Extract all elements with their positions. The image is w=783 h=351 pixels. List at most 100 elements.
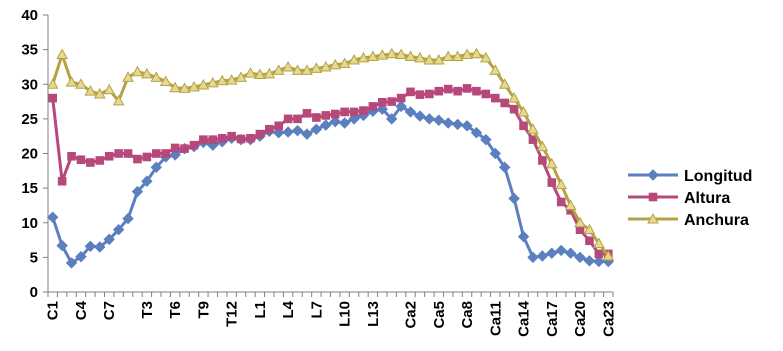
anchura-point (555, 178, 568, 190)
x-tick-label: L4 (280, 300, 297, 318)
altura-point (406, 87, 415, 97)
x-tick-label: Ca11 (487, 301, 504, 336)
anchura-point (423, 53, 436, 65)
anchura-point (159, 75, 172, 86)
longitud-point (112, 223, 125, 236)
longitud-point (583, 255, 596, 267)
altura-point (340, 107, 349, 117)
x-tick-label: Ca5 (431, 301, 448, 329)
anchura-point (602, 249, 615, 261)
longitud-point (150, 161, 162, 174)
longitud-point (451, 118, 464, 131)
x-tick-label: C7 (101, 301, 118, 320)
longitud-point (282, 126, 294, 138)
anchura-point (84, 85, 97, 96)
altura-point (95, 156, 105, 165)
altura-point (151, 149, 161, 158)
longitud-point (442, 117, 454, 129)
y-tick-label: 15 (21, 180, 38, 197)
anchura-point (338, 57, 351, 68)
altura-point (585, 236, 594, 246)
legend: Longitud Altura Anchura (628, 168, 752, 229)
anchura-point (489, 64, 502, 75)
anchura-point (527, 123, 539, 134)
altura-point (67, 151, 76, 161)
altura-point (236, 134, 246, 144)
altura-point (443, 84, 453, 94)
anchura-point (254, 68, 266, 80)
anchura-point (301, 64, 313, 75)
x-tick-label: L10 (337, 301, 354, 327)
x-tick-label: Ca20 (572, 301, 589, 337)
altura-point (86, 158, 95, 167)
series-anchura (46, 47, 615, 261)
longitud-point (348, 113, 360, 125)
longitud-point (527, 251, 539, 264)
anchura-point (310, 62, 323, 73)
anchura-point (545, 157, 558, 169)
longitud-point (386, 113, 398, 125)
anchura-point (263, 67, 276, 79)
anchura-point (357, 51, 370, 63)
longitud-point (433, 114, 445, 126)
longitud-point (564, 247, 577, 259)
anchura-point (508, 92, 520, 103)
anchura-point (593, 237, 605, 249)
altura-point (208, 135, 218, 144)
anchura-point (461, 48, 473, 59)
anchura-point (206, 76, 219, 88)
anchura-point (574, 216, 586, 228)
longitud-point (376, 103, 388, 115)
anchura-point (112, 94, 125, 106)
anchura-point (178, 82, 191, 93)
legend-altura-point (648, 192, 658, 202)
y-tick-label: 40 (21, 7, 38, 24)
longitud-point (423, 113, 436, 125)
y-tick-label: 25 (21, 111, 38, 128)
anchura-point (432, 53, 445, 65)
anchura-point (367, 50, 379, 62)
anchura-point (225, 74, 238, 85)
longitud-point (536, 250, 549, 262)
x-tick-label: Ca2 (403, 301, 420, 329)
altura-point (142, 152, 152, 162)
longitud-point (329, 115, 341, 128)
longitud-point (75, 250, 87, 263)
altura-point (57, 176, 67, 186)
altura-point (359, 106, 368, 115)
longitud-point (65, 257, 78, 269)
longitud-point (517, 230, 530, 243)
altura-point (490, 93, 500, 103)
x-tick-label: L13 (365, 301, 382, 327)
y-tick-label: 30 (21, 76, 38, 93)
altura-point (302, 109, 312, 118)
longitud-point (338, 117, 351, 129)
altura-point (509, 104, 519, 114)
altura-point (48, 93, 58, 103)
altura-point (538, 156, 547, 165)
longitud-point (47, 211, 59, 223)
altura-point (594, 249, 604, 259)
x-tick-label: T3 (139, 301, 156, 319)
legend-item-altura: Altura (628, 190, 730, 207)
altura-point (368, 102, 378, 111)
y-tick-label: 10 (21, 215, 38, 232)
anchura-point (376, 49, 389, 60)
anchura-point (583, 223, 596, 235)
anchura-point (564, 199, 577, 210)
longitud-point (56, 239, 68, 252)
anchura-point (319, 60, 332, 72)
altura-point (321, 111, 331, 120)
x-tick-label: Ca8 (459, 301, 476, 329)
x-tick-label: Ca17 (544, 301, 561, 337)
x-tick-label: Ca23 (600, 301, 617, 337)
anchura-point (169, 81, 181, 93)
anchura-point (141, 67, 153, 79)
anchura-point (517, 105, 530, 117)
x-tick-label: C1 (45, 301, 62, 320)
x-tick-label: T12 (224, 301, 241, 327)
altura-point (481, 89, 491, 99)
legend-label: Anchura (684, 212, 749, 229)
anchura-point (451, 50, 464, 62)
longitud-point (489, 147, 501, 160)
